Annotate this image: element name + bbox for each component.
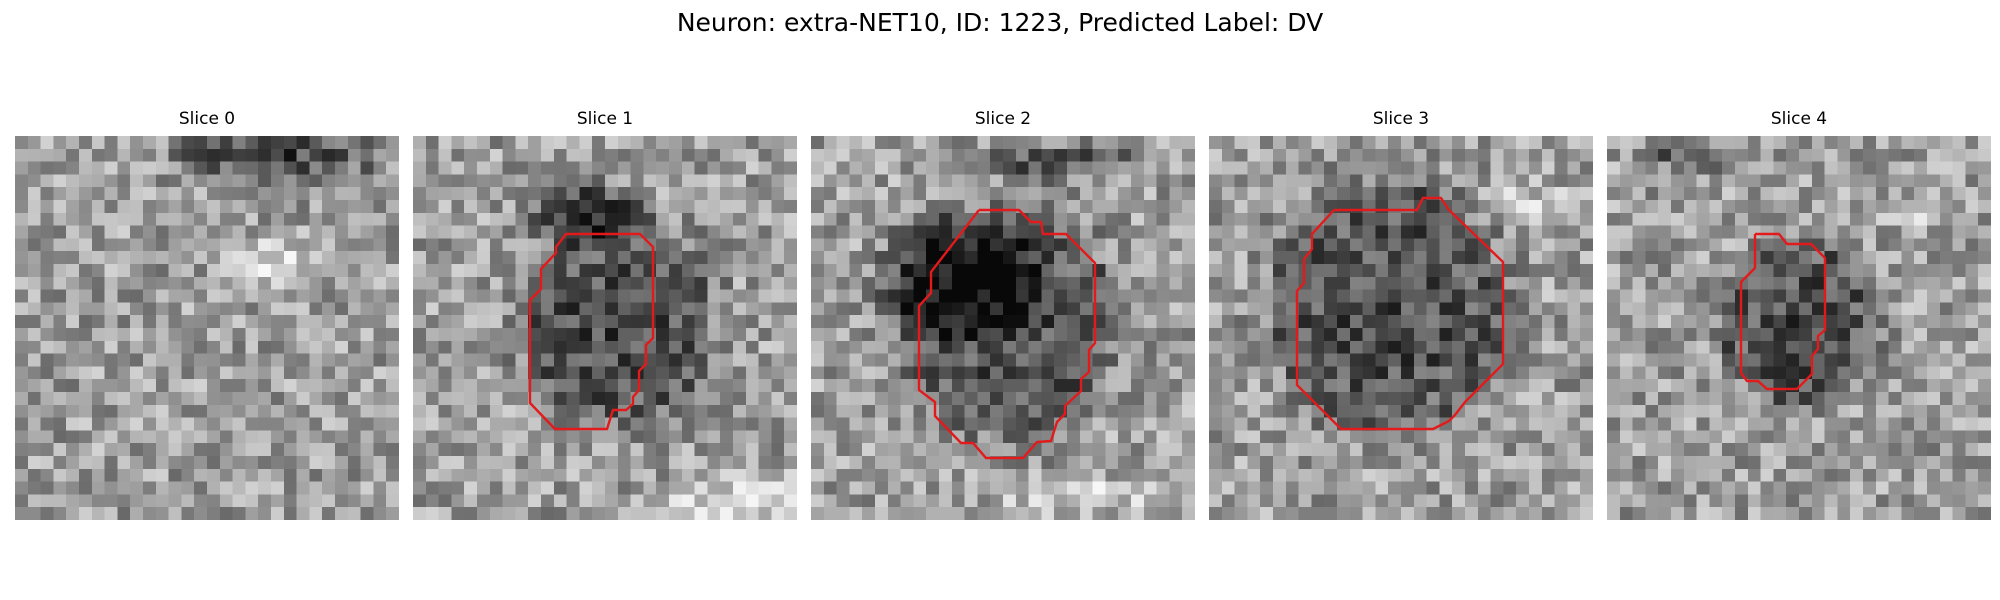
slice-title: Slice 4 (1770, 109, 1828, 129)
cell-contour (1295, 196, 1505, 431)
slice-image (15, 136, 399, 520)
slice-panel-1: Slice 1 (413, 108, 797, 520)
slice-image (811, 136, 1195, 520)
cell-contour (1739, 232, 1827, 391)
cell-contour-overlay (528, 232, 655, 431)
slice-panel-2: Slice 2 (811, 108, 1195, 520)
slice-image (413, 136, 797, 520)
slice-panel-3: Slice 3 (1209, 108, 1593, 520)
slice-title: Slice 1 (576, 109, 634, 129)
slice-panel-4: Slice 4 (1607, 108, 1991, 520)
slice-image (1209, 136, 1593, 520)
cell-contour (528, 232, 655, 431)
slice-title: Slice 0 (178, 109, 236, 129)
slice-panel-0: Slice 0 (15, 108, 399, 520)
cell-contour-overlay (1295, 196, 1505, 431)
figure-title: Neuron: extra-NET10, ID: 1223, Predicted… (676, 8, 1324, 37)
slice-title: Slice 2 (974, 109, 1032, 129)
cell-contour-overlay (1739, 232, 1827, 391)
slice-title: Slice 3 (1372, 109, 1430, 129)
slice-image (1607, 136, 1991, 520)
cell-contour-overlay (917, 208, 1097, 460)
cell-contour (917, 208, 1097, 460)
